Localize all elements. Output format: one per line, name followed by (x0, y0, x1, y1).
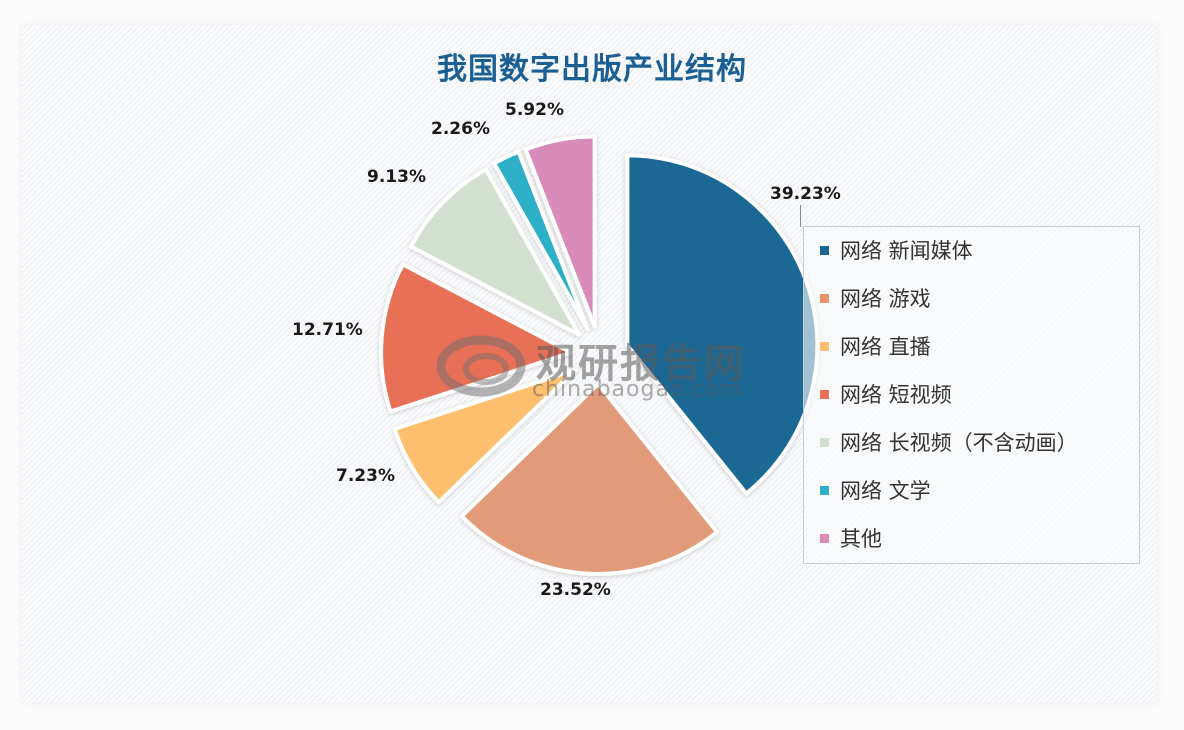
chart-title: 我国数字出版产业结构 (437, 52, 747, 87)
legend-item-literature: 网络 文学 (820, 475, 931, 505)
legend-label: 网络 新闻媒体 (840, 239, 973, 263)
legend-swatch-icon (820, 293, 829, 303)
legend-item-long-video: 网络 长视频（不含动画） (820, 427, 1078, 457)
pie-slice-long-video (408, 167, 582, 337)
data-label-short-video: 12.71% (292, 320, 363, 340)
legend-swatch-icon (820, 341, 829, 351)
legend-item-news: 网络 新闻媒体 (820, 235, 973, 265)
pie-slice-live (392, 367, 578, 505)
legend-swatch-icon (820, 485, 829, 495)
data-label-game: 23.52% (540, 580, 611, 600)
data-label-live: 7.23% (336, 466, 395, 486)
legend-item-other: 其他 (820, 523, 882, 553)
pie-slices (379, 134, 820, 576)
legend-swatch-icon (820, 389, 829, 399)
legend-swatch-icon (820, 437, 829, 447)
data-label-other: 5.92% (505, 100, 564, 120)
legend-label: 网络 游戏 (840, 287, 931, 311)
data-label-long-video: 9.13% (367, 167, 426, 187)
pie-slice-news (625, 153, 820, 496)
legend-item-game: 网络 游戏 (820, 283, 931, 313)
data-label-news: 39.23% (770, 184, 841, 204)
leader-line (800, 205, 801, 227)
legend-item-live: 网络 直播 (820, 331, 931, 361)
legend-item-short-video: 网络 短视频 (820, 379, 952, 409)
data-label-literature: 2.26% (431, 119, 490, 139)
legend-swatch-icon (820, 245, 829, 255)
legend-label: 网络 长视频（不含动画） (840, 431, 1078, 455)
legend-label: 其他 (840, 527, 882, 551)
legend-label: 网络 直播 (840, 335, 931, 359)
pie-slice-game (459, 381, 720, 576)
pie-slice-other (523, 134, 597, 329)
legend-label: 网络 文学 (840, 479, 931, 503)
chart-legend: 网络 新闻媒体 网络 游戏 网络 直播 网络 短视频 网络 长视频（不含动画） … (803, 226, 1140, 564)
legend-label: 网络 短视频 (840, 383, 952, 407)
pie-slice-literature (492, 149, 590, 331)
legend-swatch-icon (820, 533, 829, 543)
